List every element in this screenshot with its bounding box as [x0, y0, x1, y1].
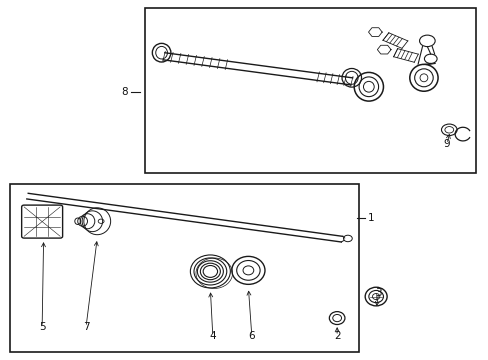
- Text: 3: 3: [374, 288, 381, 298]
- Text: 1: 1: [367, 213, 374, 222]
- Text: 7: 7: [82, 322, 89, 332]
- Bar: [144, 8, 475, 173]
- Text: 9: 9: [443, 139, 449, 149]
- Text: 4: 4: [209, 331, 216, 341]
- Text: 8: 8: [122, 87, 128, 97]
- Bar: [10, 184, 358, 352]
- Text: 6: 6: [248, 331, 255, 341]
- Text: 5: 5: [39, 322, 45, 332]
- Text: 2: 2: [333, 331, 340, 341]
